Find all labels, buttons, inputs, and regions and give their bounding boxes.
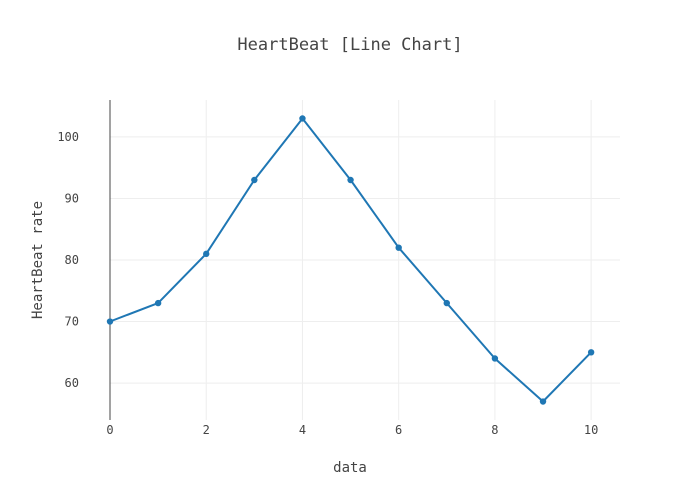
x-axis-label: data — [333, 460, 367, 476]
data-point — [347, 176, 354, 184]
x-tick-label: 4 — [299, 423, 306, 437]
y-tick-label: 70 — [65, 315, 79, 329]
series-layer — [106, 115, 595, 405]
data-point — [299, 115, 306, 122]
y-tick-label: 90 — [65, 191, 79, 205]
data-point — [395, 244, 402, 251]
x-tick-label: 6 — [395, 423, 402, 437]
data-point — [154, 299, 162, 307]
data-point — [251, 176, 258, 184]
data-point — [106, 318, 114, 325]
data-point — [203, 250, 210, 258]
x-tick-label: 2 — [203, 423, 210, 437]
tick-labels: 0 2 4 6 8 10 60 70 80 90 100 — [57, 130, 598, 437]
y-tick-label: 100 — [57, 130, 79, 144]
x-tick-label: 8 — [491, 423, 498, 437]
y-axis-label: HeartBeat rate — [30, 201, 46, 319]
y-tick-label: 80 — [65, 253, 79, 267]
x-tick-label: 0 — [106, 423, 113, 437]
data-point — [443, 299, 450, 307]
data-point — [539, 398, 547, 405]
chart-title: HeartBeat [Line Chart] — [237, 35, 462, 55]
y-tick-label: 60 — [65, 376, 79, 390]
data-point — [491, 355, 499, 362]
data-point — [587, 349, 595, 356]
x-tick-label: 10 — [584, 423, 598, 437]
grid-layer — [110, 100, 620, 420]
